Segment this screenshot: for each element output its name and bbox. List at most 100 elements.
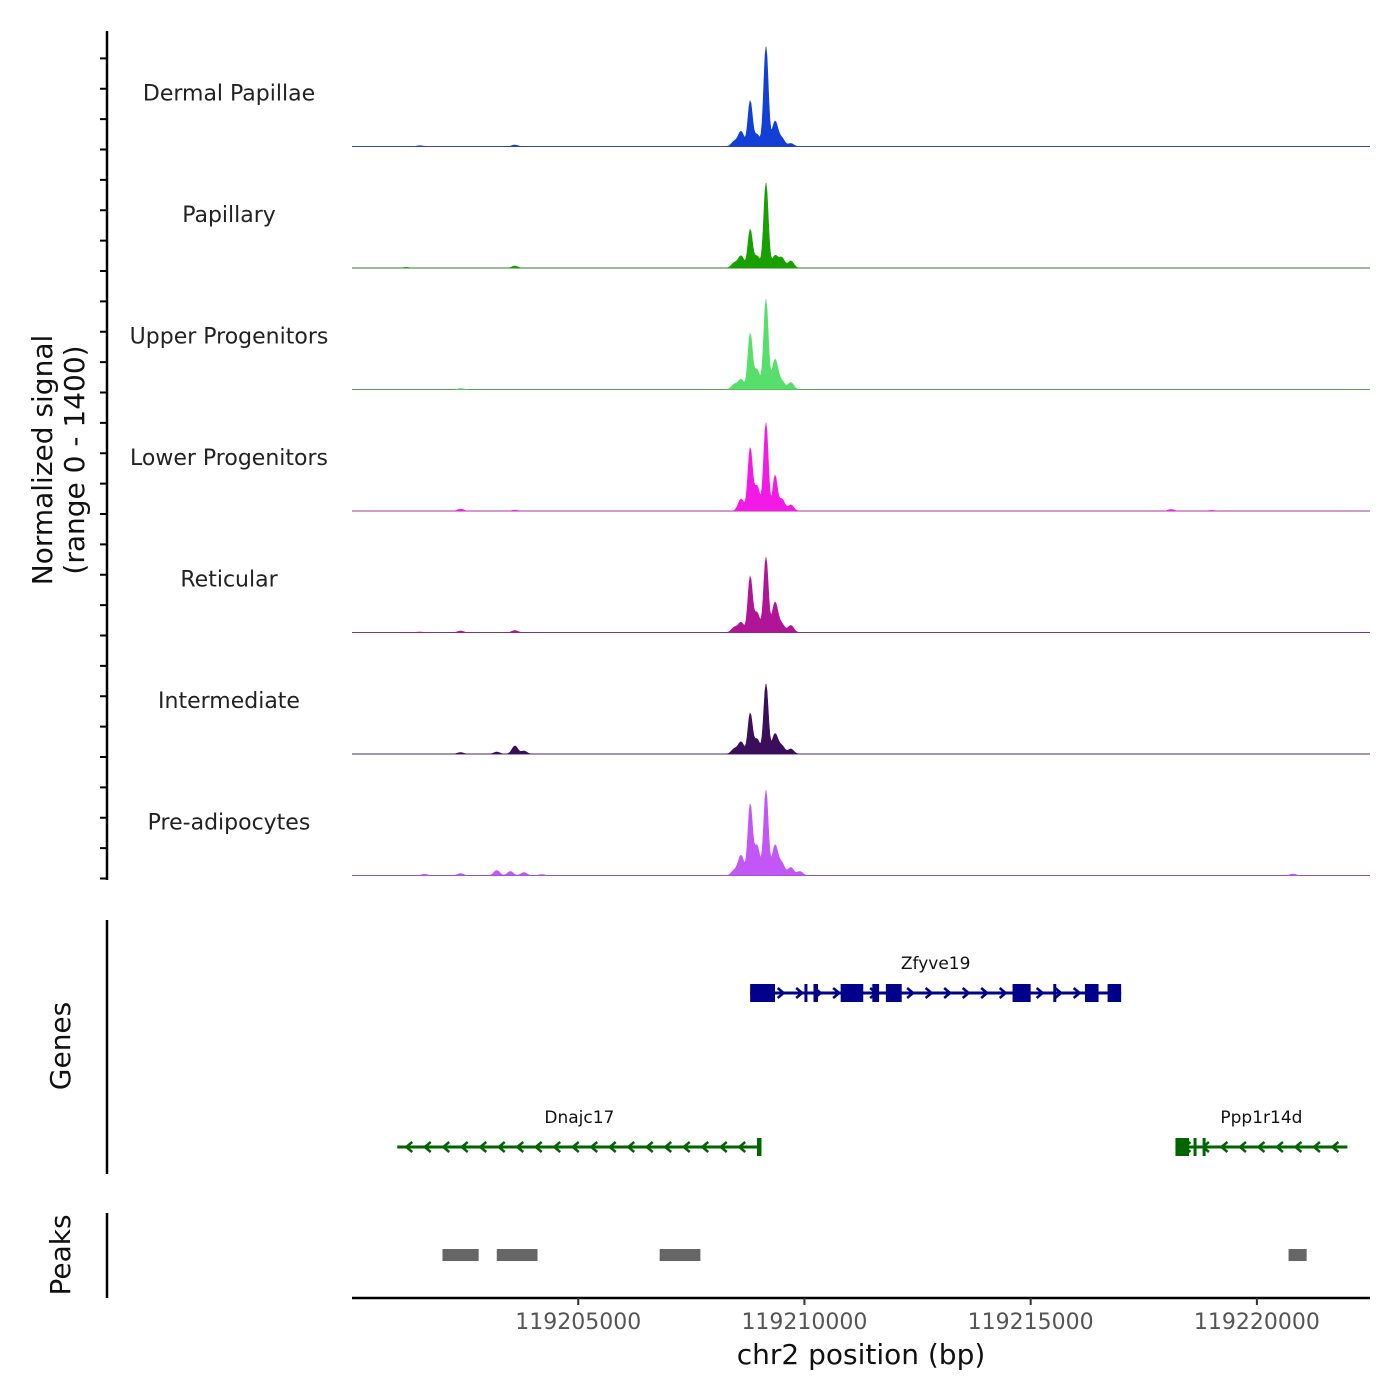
strand-arrow — [1256, 1141, 1266, 1153]
strand-arrow — [943, 987, 953, 999]
track-papillary: Papillary — [182, 182, 1370, 269]
exon — [1107, 984, 1122, 1002]
strand-arrow — [776, 987, 786, 999]
gene-label: Zfyve19 — [901, 954, 971, 974]
strand-arrow — [1274, 1141, 1284, 1153]
track-pre-adipocytes: Pre-adipocytes — [148, 790, 1370, 876]
gene-models: Zfyve19 Dnajc17 Ppp1r14d — [397, 954, 1348, 1156]
track-label: Pre-adipocytes — [148, 811, 311, 836]
strand-arrow — [644, 1141, 654, 1153]
peak-region — [659, 1249, 701, 1261]
x-tick-label: 119205000 — [515, 1310, 641, 1335]
strand-arrow — [1311, 1141, 1321, 1153]
track-label: Reticular — [180, 568, 278, 593]
strand-arrow — [998, 987, 1008, 999]
track-label: Papillary — [182, 203, 276, 228]
strand-arrow — [737, 1141, 747, 1153]
peaks-panel-label: Peaks — [44, 1214, 77, 1295]
genes-panel: Genes Zfyve19 Dnajc17 Ppp1r14d — [44, 920, 1348, 1174]
exon — [804, 984, 808, 1002]
genes-panel-label: Genes — [44, 1002, 77, 1090]
strand-arrow — [607, 1141, 617, 1153]
y-axis-title: Normalized signal — [26, 335, 59, 586]
gene-dnajc17: Dnajc17 — [397, 1108, 762, 1156]
strand-arrow — [924, 987, 934, 999]
exon — [840, 984, 864, 1002]
exon — [885, 984, 902, 1002]
coverage-tracks: Dermal Papillae Papillary Upper Progenitor… — [130, 46, 1370, 876]
strand-arrow — [422, 1141, 432, 1153]
strand-arrow — [1054, 987, 1064, 999]
exon — [872, 984, 880, 1002]
strand-arrow — [1035, 987, 1045, 999]
strand-arrow — [718, 1141, 728, 1153]
peaks-panel: Peaks — [44, 1213, 1307, 1298]
signal-area — [352, 46, 1370, 147]
strand-arrow — [832, 987, 842, 999]
peak-region — [442, 1249, 479, 1261]
strand-arrow — [533, 1141, 543, 1153]
strand-arrow — [1237, 1141, 1247, 1153]
strand-arrow — [626, 1141, 636, 1153]
peak-regions — [442, 1249, 1307, 1261]
signal-area — [352, 683, 1370, 755]
strand-arrow — [1330, 1141, 1340, 1153]
coverage-y-axis-ticks — [100, 57, 107, 880]
strand-arrow — [700, 1141, 710, 1153]
gene-label: Ppp1r14d — [1220, 1108, 1302, 1128]
peak-region — [496, 1249, 538, 1261]
x-axis-title: chr2 position (bp) — [737, 1338, 986, 1371]
signal-area — [352, 182, 1370, 269]
gene-ppp1r14d: Ppp1r14d — [1175, 1108, 1348, 1156]
exon — [756, 1138, 762, 1156]
strand-arrow — [404, 1141, 414, 1153]
exon — [1175, 1138, 1190, 1156]
track-label: Dermal Papillae — [143, 82, 315, 107]
strand-arrow — [663, 1141, 673, 1153]
strand-arrow — [1293, 1141, 1303, 1153]
track-label: Upper Progenitors — [130, 325, 329, 350]
exon — [750, 984, 776, 1002]
strand-arrow — [441, 1141, 451, 1153]
signal-area — [352, 557, 1370, 633]
x-tick-label: 119210000 — [741, 1310, 867, 1335]
signal-area — [352, 299, 1370, 390]
exon — [813, 984, 819, 1002]
strand-arrow — [980, 987, 990, 999]
strand-arrow — [795, 987, 805, 999]
strand-arrow — [961, 987, 971, 999]
strand-arrow — [1219, 1141, 1229, 1153]
track-label: Lower Progenitors — [130, 446, 328, 471]
gene-label: Dnajc17 — [544, 1108, 614, 1128]
y-axis-subtitle: (range 0 - 1400) — [58, 345, 91, 574]
strand-arrow — [478, 1141, 488, 1153]
gene-zfyve19: Zfyve19 — [750, 954, 1122, 1002]
exon — [1012, 984, 1031, 1002]
track-label: Intermediate — [158, 689, 300, 714]
x-tick-label: 119215000 — [968, 1310, 1094, 1335]
strand-arrow — [496, 1141, 506, 1153]
track-dermal-papillae: Dermal Papillae — [143, 46, 1370, 147]
strand-arrow — [1072, 987, 1082, 999]
exon — [1084, 984, 1099, 1002]
strand-arrow — [681, 1141, 691, 1153]
strand-arrow — [515, 1141, 525, 1153]
x-tick-label: 119220000 — [1194, 1310, 1320, 1335]
signal-area — [352, 422, 1370, 512]
exon — [1202, 1138, 1206, 1156]
strand-arrow — [552, 1141, 562, 1153]
track-reticular: Reticular — [180, 557, 1370, 633]
strand-arrow — [589, 1141, 599, 1153]
coverage-panel: Normalized signal (range 0 - 1400) Derma… — [26, 31, 1370, 880]
x-axis: 119205000 119210000 119215000 119220000 chr… — [352, 1296, 1370, 1371]
strand-arrow — [906, 987, 916, 999]
signal-area — [352, 790, 1370, 876]
strand-arrow — [570, 1141, 580, 1153]
track-lower-progenitors: Lower Progenitors — [130, 422, 1370, 512]
track-upper-progenitors: Upper Progenitors — [130, 299, 1370, 390]
x-axis-ticks: 119205000 119210000 119215000 119220000 — [515, 1298, 1320, 1335]
peak-region — [1288, 1249, 1307, 1261]
strand-arrow — [459, 1141, 469, 1153]
track-intermediate: Intermediate — [158, 683, 1370, 755]
